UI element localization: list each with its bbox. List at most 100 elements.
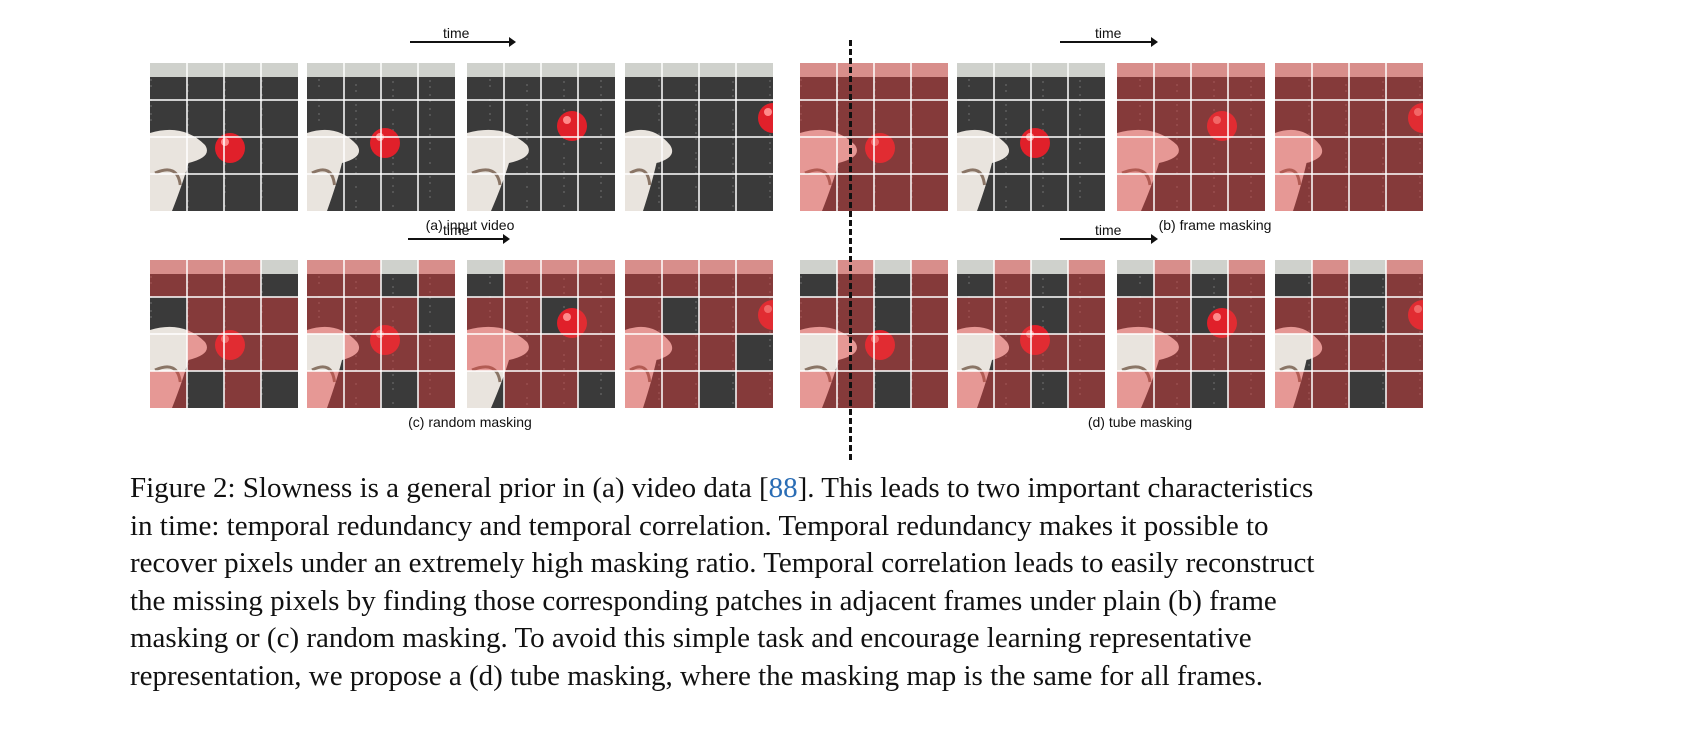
mask-patch [1154, 260, 1191, 297]
citation-link[interactable]: 88 [768, 472, 798, 504]
mask-patch [800, 100, 837, 137]
mask-patch [344, 371, 381, 408]
mask-patch [504, 297, 541, 334]
panel-random-masking: time (c) random masking [150, 222, 810, 442]
mask-patch [1154, 63, 1191, 100]
mask-patch [1386, 100, 1423, 137]
video-frame [800, 260, 948, 408]
mask-patch [1068, 297, 1105, 334]
mask-patch [1312, 260, 1349, 297]
panel-caption: (d) tube masking [1087, 414, 1193, 430]
mask-patch [837, 260, 874, 297]
mask-patch [1349, 137, 1386, 174]
mask-patch [1117, 100, 1154, 137]
mask-patch [699, 334, 736, 371]
caption-line: the missing pixels by finding those corr… [130, 584, 1277, 617]
mask-patch [344, 334, 381, 371]
mask-patch [578, 334, 615, 371]
mask-patch [837, 334, 874, 371]
mask-patch [1154, 100, 1191, 137]
mask-patch [911, 63, 948, 100]
dashed-divider [849, 40, 852, 460]
panel-caption: (b) frame masking [1158, 217, 1272, 233]
time-label: time [443, 222, 470, 238]
mask-patch [1117, 63, 1154, 100]
mask-patch [994, 334, 1031, 371]
mask-patch [578, 297, 615, 334]
caption-line: Figure 2: Slowness is a general prior in… [130, 472, 1314, 504]
mask-patch [1312, 100, 1349, 137]
mask-patch [224, 260, 261, 297]
mask-patch [1386, 334, 1423, 371]
mask-patch [874, 100, 911, 137]
mask-patch [800, 371, 837, 408]
mask-patch [187, 334, 224, 371]
mask-patch [911, 260, 948, 297]
mask-patch [1386, 137, 1423, 174]
mask-patch [504, 334, 541, 371]
mask-patch [874, 334, 911, 371]
caption-line: recover pixels under an extremely high m… [130, 547, 1315, 579]
video-frame [625, 63, 773, 211]
mask-patch [911, 334, 948, 371]
panel-caption: (c) random masking [408, 414, 532, 430]
mask-patch [1154, 297, 1191, 334]
mask-patch [578, 260, 615, 297]
mask-patch [224, 371, 261, 408]
mask-patch [467, 297, 504, 334]
video-frame [467, 63, 615, 211]
mask-patch [1312, 63, 1349, 100]
video-frame [307, 63, 455, 211]
panel-tube-masking: time (d) tube masking [800, 222, 1460, 442]
mask-patch [1275, 63, 1312, 100]
video-frame [150, 260, 298, 408]
mask-patch [307, 371, 344, 408]
mask-patch [662, 334, 699, 371]
mask-patch [1068, 371, 1105, 408]
mask-patch [1386, 63, 1423, 100]
mask-patch [1117, 174, 1154, 211]
mask-patch [1312, 174, 1349, 211]
mask-patch [1154, 137, 1191, 174]
mask-patch [307, 260, 344, 297]
mask-patch [541, 260, 578, 297]
mask-patch [625, 371, 662, 408]
mask-patch [1275, 174, 1312, 211]
mask-patch [1228, 297, 1265, 334]
mask-patch [1275, 137, 1312, 174]
mask-patch [467, 334, 504, 371]
time-arrow [408, 234, 510, 244]
mask-patch [1228, 174, 1265, 211]
time-arrow [1060, 37, 1158, 47]
mask-patch [1228, 371, 1265, 408]
mask-patch [911, 137, 948, 174]
mask-patch [1349, 100, 1386, 137]
mask-patch [1386, 297, 1423, 334]
mask-patch [150, 371, 187, 408]
mask-patch [800, 174, 837, 211]
mask-patch [1386, 371, 1423, 408]
mask-patch [1349, 334, 1386, 371]
video-frame [800, 63, 948, 211]
figure-caption: Figure 2: Slowness is a general prior in… [130, 470, 1590, 695]
mask-patch [837, 63, 874, 100]
mask-patch [837, 137, 874, 174]
mask-patch [957, 297, 994, 334]
mask-patch [800, 297, 837, 334]
mask-patch [1117, 297, 1154, 334]
mask-patch [736, 297, 773, 334]
time-arrow [410, 37, 516, 47]
video-frame [1275, 63, 1423, 211]
panel-input-video: time (a) input video [150, 25, 810, 245]
mask-patch [800, 63, 837, 100]
mask-patch [381, 297, 418, 334]
mask-patch [1349, 63, 1386, 100]
mask-patch [418, 334, 455, 371]
mask-patch [1191, 63, 1228, 100]
mask-patch [1386, 174, 1423, 211]
video-frame [1117, 63, 1265, 211]
mask-patch [911, 297, 948, 334]
mask-patch [837, 100, 874, 137]
mask-patch [1154, 174, 1191, 211]
mask-patch [541, 334, 578, 371]
